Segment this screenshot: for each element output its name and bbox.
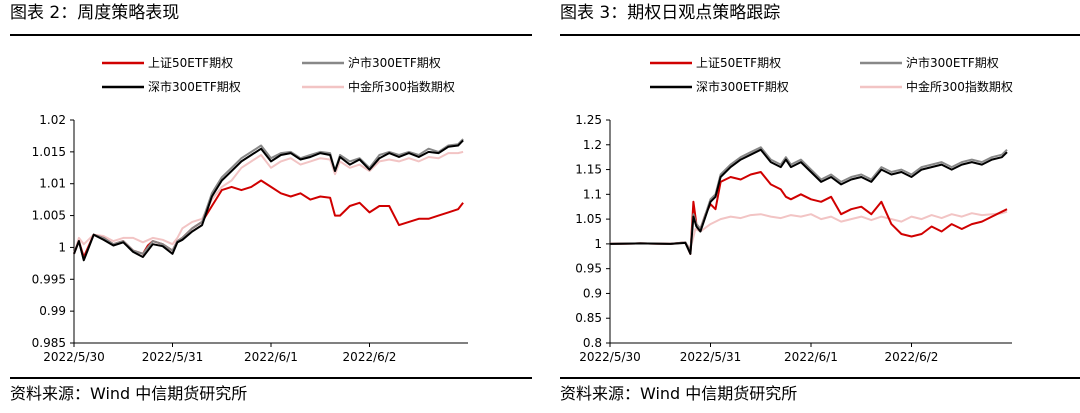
y-tick-label: 1 xyxy=(594,237,602,251)
chart-panel-left: 图表 2：周度策略表现 0.985 0.99 0.995 1 1.005 1.01 1.01… xyxy=(10,0,535,413)
series-line xyxy=(73,139,464,262)
series-line xyxy=(609,210,1008,250)
series-line xyxy=(609,171,1008,255)
legend-label: 沪市300ETF期权 xyxy=(906,55,999,70)
source-note: 资料来源：Wind 中信期货研究所 xyxy=(560,384,798,403)
y-tick-label: 1.25 xyxy=(575,113,602,127)
y-tick-label: 0.95 xyxy=(575,262,602,276)
chart-title: 图表 2：周度策略表现 xyxy=(10,3,180,23)
y-tick-label: 1 xyxy=(58,240,66,254)
y-tick-label: 1.05 xyxy=(575,212,602,226)
legend-label: 深市300ETF期权 xyxy=(148,79,241,94)
y-tick-label: 1.02 xyxy=(39,113,66,127)
x-tick-label: 2022/5/31 xyxy=(142,350,204,364)
y-tick-label: 1.015 xyxy=(32,145,66,159)
legend-label: 沪市300ETF期权 xyxy=(348,55,441,70)
x-tick-label: 2022/6/1 xyxy=(784,350,838,364)
legend-label: 中金所300指数期权 xyxy=(906,79,1013,94)
x-tick-label: 2022/6/2 xyxy=(343,350,397,364)
legend-label: 上证50ETF期权 xyxy=(696,56,781,70)
x-tick-label: 2022/5/30 xyxy=(43,350,105,364)
y-tick-label: 0.99 xyxy=(39,304,66,318)
y-tick-label: 1.005 xyxy=(32,209,66,223)
series-line xyxy=(609,146,1008,253)
line-chart: 0.985 0.99 0.995 1 1.005 1.01 1.015 1.02 2022/5/… xyxy=(10,40,532,370)
y-tick-label: 0.9 xyxy=(583,286,602,300)
legend-label: 中金所300指数期权 xyxy=(348,79,455,94)
x-tick-label: 2022/5/31 xyxy=(680,350,742,364)
top-rule xyxy=(10,34,532,36)
legend-label: 深市300ETF期权 xyxy=(696,79,789,94)
y-tick-label: 1.15 xyxy=(575,163,602,177)
x-tick-label: 2022/6/1 xyxy=(244,350,298,364)
source-note: 资料来源：Wind 中信期货研究所 xyxy=(10,384,248,403)
y-tick-label: 0.85 xyxy=(575,311,602,325)
bottom-rule xyxy=(560,377,1080,379)
x-tick-label: 2022/6/2 xyxy=(885,350,939,364)
chart-title: 图表 3：期权日观点策略跟踪 xyxy=(560,3,781,23)
y-tick-label: 0.8 xyxy=(583,336,602,350)
series-line xyxy=(73,138,464,262)
y-tick-label: 1.2 xyxy=(583,138,602,152)
top-rule xyxy=(560,34,1080,36)
y-tick-label: 0.995 xyxy=(32,272,66,286)
legend-label: 上证50ETF期权 xyxy=(148,56,233,70)
y-tick-label: 0.985 xyxy=(32,336,66,350)
line-chart: 0.8 0.85 0.9 0.95 1 1.05 1.1 1.15 1.2 1.25 2022/5/… xyxy=(560,40,1080,370)
y-tick-label: 1.01 xyxy=(39,177,66,191)
chart-panel-right: 图表 3：期权日观点策略跟踪 0.8 0.85 0.9 0.95 1 1.05 1.1 1.1… xyxy=(560,0,1080,413)
series-line xyxy=(73,150,464,255)
bottom-rule xyxy=(10,377,532,379)
series-line xyxy=(609,148,1008,255)
x-tick-label: 2022/5/30 xyxy=(579,350,641,364)
y-tick-label: 1.1 xyxy=(583,187,602,201)
series-line xyxy=(73,179,464,258)
